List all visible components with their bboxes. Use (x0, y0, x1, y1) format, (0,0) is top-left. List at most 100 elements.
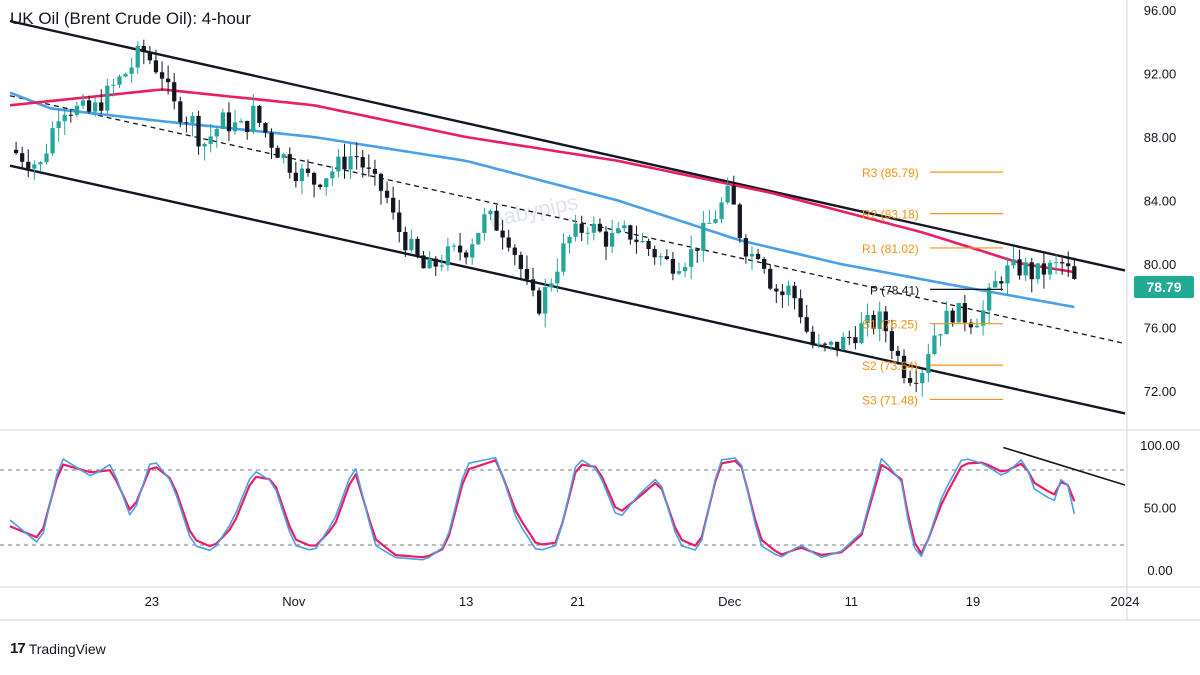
time-tick-label: 23 (145, 594, 159, 609)
candle-body (445, 246, 451, 266)
candle-body (743, 238, 749, 257)
candle-body (311, 172, 317, 185)
candle-body (44, 153, 49, 163)
candle-body (682, 266, 688, 272)
time-tick-label: 21 (570, 594, 584, 609)
candle-body (689, 249, 694, 267)
candle-body (652, 249, 657, 258)
candle-body (616, 228, 621, 234)
candle-body (68, 114, 73, 116)
candle-body (123, 73, 128, 77)
candle-body (871, 314, 876, 329)
candle-body (457, 245, 463, 253)
price-tick-label: 96.00 (1144, 3, 1177, 18)
candle-body (324, 178, 329, 187)
candle-body (518, 254, 524, 270)
candle-body (13, 149, 19, 154)
pivot-label: R1 (81.02) (862, 242, 919, 256)
channel-mid-line (9, 95, 1126, 345)
pivot-label: R3 (85.79) (862, 166, 919, 180)
channel-lower-line (9, 164, 1126, 415)
candle-body (798, 298, 803, 318)
candle-body (415, 238, 420, 256)
candle-body (834, 341, 840, 350)
candle-body (147, 52, 153, 61)
candle-body (1060, 262, 1065, 264)
time-tick-label: 13 (459, 594, 473, 609)
candle-body (470, 244, 475, 258)
candle-body (695, 249, 700, 251)
candle-body (974, 325, 980, 328)
candle-body (129, 67, 134, 74)
candle-body (731, 185, 736, 205)
candle-body (421, 255, 426, 269)
candle-body (536, 290, 542, 314)
candle-body (26, 161, 31, 169)
stoch-tick-label: 100.00 (1140, 438, 1180, 453)
candle-body (172, 82, 177, 102)
candle-body (32, 164, 37, 169)
candle-body (287, 154, 292, 173)
candle-body (263, 122, 268, 133)
stochastic-pane (0, 446, 1127, 561)
candle-body (786, 285, 791, 296)
candle-body (530, 279, 536, 291)
candle-body (768, 268, 773, 289)
candle-body (397, 212, 402, 233)
candle-body (567, 236, 572, 244)
candle-body (354, 156, 359, 158)
candle-body (1041, 263, 1047, 275)
candle-body (877, 311, 882, 329)
candle-body (555, 271, 560, 284)
candle-body (707, 222, 712, 224)
candle-body (257, 105, 262, 123)
candle-body (883, 311, 888, 332)
candle-body (141, 45, 146, 53)
candle-body (269, 132, 274, 148)
candle-body (342, 156, 347, 170)
candle-body (111, 84, 116, 86)
candle-body (993, 281, 998, 288)
pivot-label: R2 (83.18) (862, 208, 919, 222)
tradingview-brand: 17 TradingView (10, 640, 106, 657)
candle-body (1047, 262, 1053, 275)
candle-body (774, 288, 779, 292)
candle-body (646, 240, 651, 250)
candle-body (403, 232, 408, 251)
chart-title: UK Oil (Brent Crude Oil): 4-hour (10, 9, 251, 28)
candle-body (841, 336, 846, 350)
candle-body (299, 168, 305, 182)
candle-body (38, 162, 43, 165)
candle-body (512, 247, 517, 255)
candle-body (859, 323, 864, 344)
candle-body (220, 112, 225, 130)
tradingview-logo-icon: 17 (10, 640, 26, 657)
price-tick-label: 84.00 (1144, 194, 1177, 209)
price-tick-label: 72.00 (1144, 384, 1177, 399)
channel-upper-line (9, 19, 1126, 272)
brand-name: TradingView (28, 640, 106, 657)
candle-body (117, 76, 122, 85)
candle-body (62, 114, 67, 122)
candle-body (804, 317, 809, 332)
candle-body (488, 210, 493, 215)
candle-body (500, 230, 505, 238)
candle-body (190, 115, 195, 123)
candle-body (1029, 262, 1034, 280)
candle-body (348, 156, 353, 170)
candle-body (153, 60, 159, 73)
candle-body (926, 354, 931, 373)
candle-body (609, 233, 615, 247)
candle-body (451, 245, 457, 247)
candle-body (464, 252, 469, 258)
candle-body (749, 253, 755, 257)
stoch-k-line (9, 456, 1076, 561)
candle-body (725, 185, 730, 203)
candle-body (968, 322, 974, 328)
candle-body (676, 271, 682, 274)
candle-body (865, 314, 870, 324)
pivot-label: P (78.41) (870, 283, 919, 297)
candle-body (543, 287, 548, 314)
candle-body (792, 285, 797, 299)
